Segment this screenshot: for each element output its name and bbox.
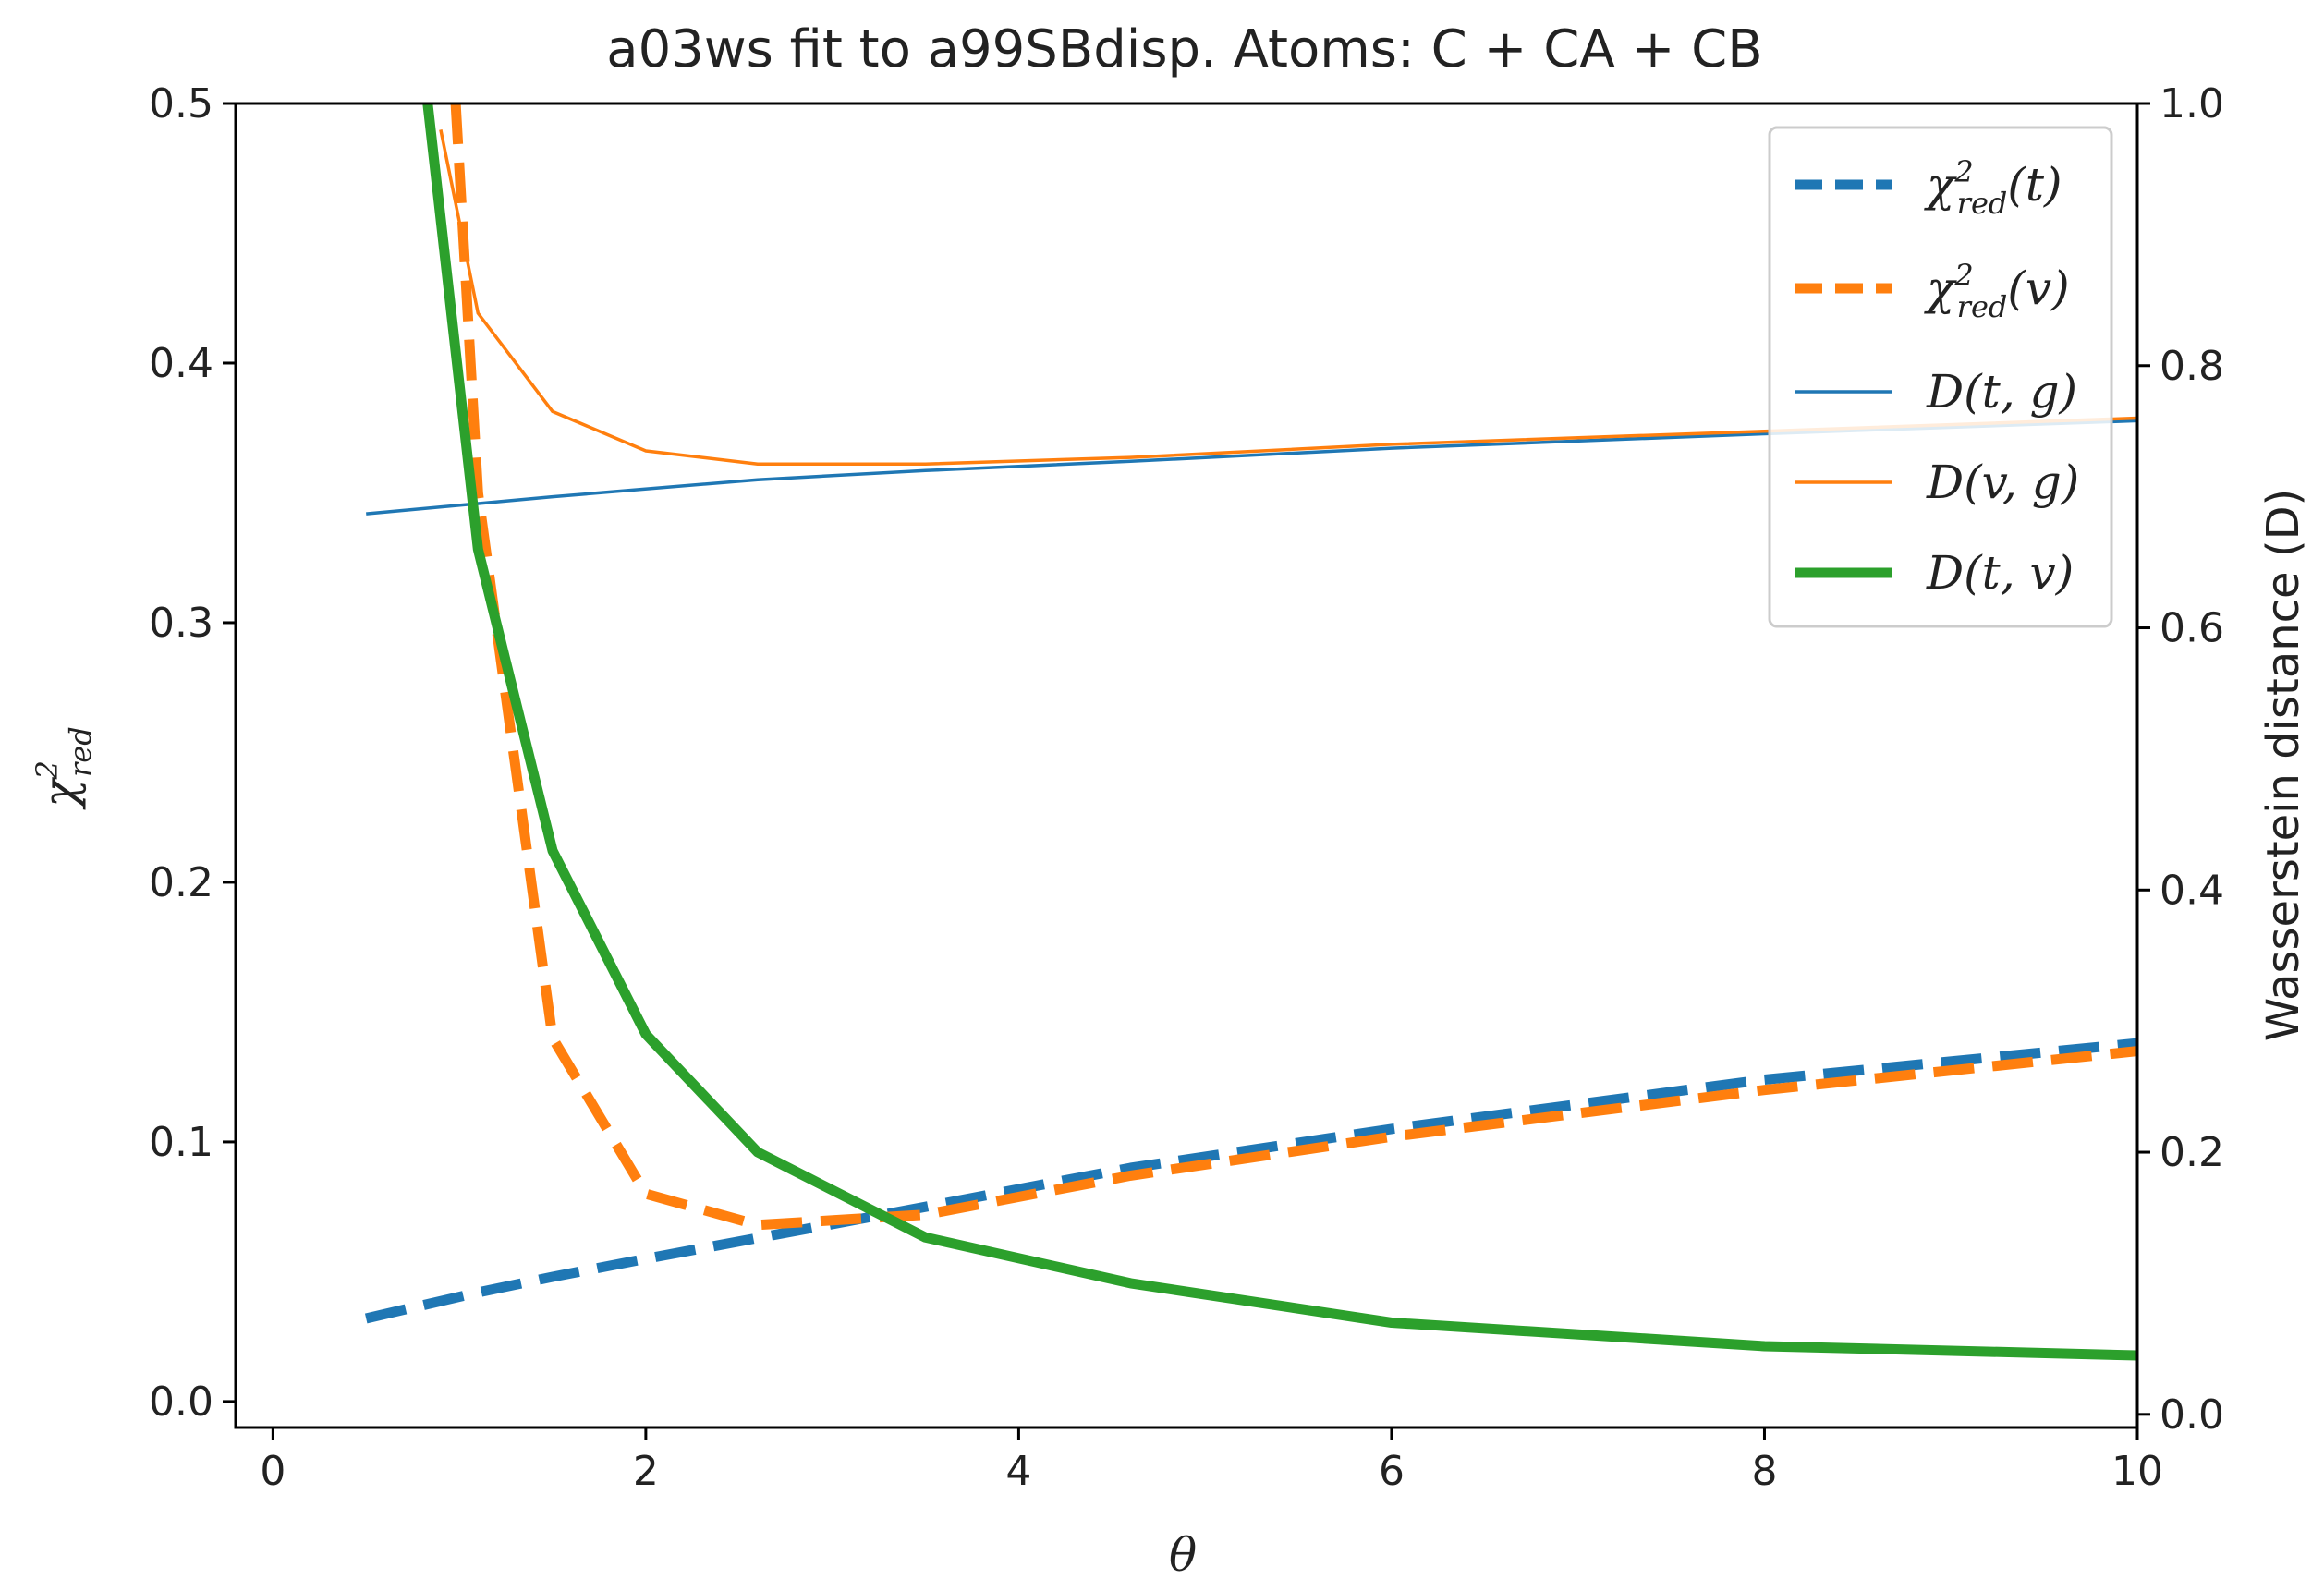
x-tick-label: 4	[1005, 1448, 1031, 1495]
legend-box	[1768, 126, 2113, 628]
y-axis-left: 0.0 0.1 0.2 0.3 0.4 0.5	[149, 80, 236, 1426]
series-line-d-t-g-	[366, 419, 2137, 516]
plot-frame	[234, 102, 2139, 1429]
x-tick-label: 6	[1379, 1448, 1405, 1495]
y-left-tick-label: 0.3	[149, 600, 213, 647]
y-left-tick-label: 0.0	[149, 1378, 213, 1426]
y-right-tick-label: 0.8	[2160, 343, 2224, 390]
x-tick-label: 8	[1751, 1448, 1777, 1495]
x-axis-label: θ	[1169, 1528, 1197, 1582]
series-line--red-v-	[450, 103, 2137, 1231]
y-right-tick-label: 0.4	[2160, 867, 2224, 914]
legend: χ2 red(t) χ2 red(v) D(t, g) D(v, g) D(t, v)	[1768, 126, 2113, 628]
legend-label: χ2 red(v)	[1924, 258, 2070, 324]
y-right-tick-label: 0.6	[2160, 605, 2224, 652]
y-axis-left-label-sub: red	[63, 726, 98, 777]
y-axis-left-label: χ2red	[30, 726, 98, 809]
legend-label: D(t, g)	[1926, 365, 2077, 419]
series-layer	[364, 103, 2137, 1361]
legend-label: D(t, v)	[1926, 546, 2074, 600]
y-axis-left-label-sup: 2	[30, 760, 65, 780]
x-tick-label: 2	[633, 1448, 659, 1495]
y-left-tick-label: 0.5	[149, 80, 213, 128]
y-axis-left-label-symbol: χ	[33, 777, 87, 810]
chart-title: a03ws fit to a99SBdisp. Atoms: C + CA + …	[606, 19, 1762, 79]
y-axis-right-label: Wasserstein distance (D)	[2257, 489, 2309, 1042]
y-left-tick-label: 0.1	[149, 1119, 213, 1166]
y-right-tick-label: 0.2	[2160, 1129, 2224, 1176]
y-right-tick-label: 0.0	[2160, 1391, 2224, 1439]
legend-label: D(v, g)	[1926, 455, 2079, 509]
x-tick-label: 10	[2111, 1448, 2163, 1495]
series-line--red-t-	[364, 1038, 2137, 1324]
legend-label: χ2 red(t)	[1924, 154, 2062, 221]
series-line-d-t-v-	[422, 103, 2137, 1361]
x-axis: 0 2 4 6 8 10	[260, 1427, 2163, 1495]
y-axis-right: 0.0 0.2 0.4 0.6 0.8 1.0	[2137, 80, 2224, 1439]
y-left-tick-label: 0.2	[149, 859, 213, 906]
y-right-tick-label: 1.0	[2160, 80, 2224, 128]
y-left-tick-label: 0.4	[149, 340, 213, 387]
x-tick-label: 0	[260, 1448, 286, 1495]
series-line-d-v-g-	[439, 129, 2137, 466]
